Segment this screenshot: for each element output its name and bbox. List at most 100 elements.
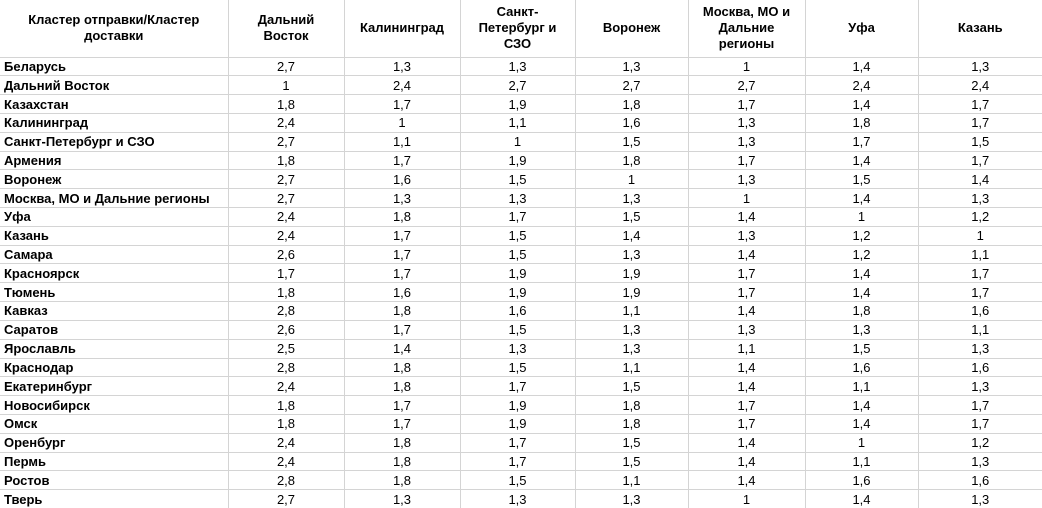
column-header-voronezh: Воронеж xyxy=(574,0,689,58)
value-cell: 2,4 xyxy=(343,75,461,96)
value-cell: 2,4 xyxy=(227,432,345,453)
value-cell: 1,7 xyxy=(459,451,576,472)
value-cell: 1,4 xyxy=(687,376,806,397)
table-row: Воронеж 2,7 1,6 1,5 1 1,3 1,5 1,4 xyxy=(0,169,1042,190)
value-cell: 1,3 xyxy=(687,319,806,340)
value-cell: 1,3 xyxy=(687,169,806,190)
value-cell: 1,6 xyxy=(917,357,1042,378)
value-cell: 1,3 xyxy=(804,319,919,340)
value-cell: 2,7 xyxy=(459,75,576,96)
row-header: Ярославль xyxy=(0,338,229,359)
value-cell: 1 xyxy=(687,56,806,77)
value-cell: 1,4 xyxy=(804,188,919,208)
value-cell: 1,8 xyxy=(804,301,919,321)
value-cell: 1,1 xyxy=(917,319,1042,340)
value-cell: 1,8 xyxy=(574,94,689,114)
row-header: Беларусь xyxy=(0,56,229,77)
value-cell: 1,5 xyxy=(459,244,576,265)
value-cell: 1 xyxy=(227,75,345,96)
value-cell: 1,2 xyxy=(804,225,919,246)
value-cell: 1,3 xyxy=(574,319,689,340)
table-row: Самара 2,6 1,7 1,5 1,3 1,4 1,2 1,1 xyxy=(0,244,1042,265)
row-header: Тюмень xyxy=(0,282,229,303)
value-cell: 1,3 xyxy=(574,244,689,265)
table-row: Казань 2,4 1,7 1,5 1,4 1,3 1,2 1 xyxy=(0,225,1042,246)
value-cell: 1,7 xyxy=(687,263,806,284)
row-header: Новосибирск xyxy=(0,395,229,415)
value-cell: 1,4 xyxy=(687,207,806,227)
column-header-moskva-mo: Москва, МО и Дальние регионы xyxy=(687,0,806,58)
value-cell: 1,1 xyxy=(804,376,919,397)
table-row: Саратов 2,6 1,7 1,5 1,3 1,3 1,3 1,1 xyxy=(0,319,1042,340)
row-header: Пермь xyxy=(0,451,229,472)
value-cell: 1 xyxy=(804,432,919,453)
value-cell: 1,1 xyxy=(574,470,689,491)
column-header-spb-szo: Санкт-Петербург и СЗО xyxy=(459,0,576,58)
value-cell: 2,4 xyxy=(917,75,1042,96)
value-cell: 1,4 xyxy=(687,470,806,491)
value-cell: 1,2 xyxy=(917,207,1042,227)
value-cell: 1,1 xyxy=(917,244,1042,265)
value-cell: 1,4 xyxy=(804,150,919,171)
value-cell: 1,6 xyxy=(804,357,919,378)
value-cell: 1,9 xyxy=(574,263,689,284)
value-cell: 1,9 xyxy=(459,413,576,434)
value-cell: 1,7 xyxy=(343,244,461,265)
value-cell: 1,6 xyxy=(459,301,576,321)
value-cell: 1 xyxy=(917,225,1042,246)
value-cell: 1,8 xyxy=(804,112,919,133)
value-cell: 1,5 xyxy=(574,207,689,227)
value-cell: 1,7 xyxy=(459,376,576,397)
value-cell: 1,4 xyxy=(804,94,919,114)
row-header: Воронеж xyxy=(0,169,229,190)
row-header: Армения xyxy=(0,150,229,171)
value-cell: 1 xyxy=(343,112,461,133)
value-cell: 1,7 xyxy=(343,263,461,284)
table-row: Калининград 2,4 1 1,1 1,6 1,3 1,8 1,7 xyxy=(0,112,1042,133)
value-cell: 1,1 xyxy=(574,301,689,321)
value-cell: 1,7 xyxy=(917,94,1042,114)
value-cell: 2,7 xyxy=(687,75,806,96)
value-cell: 1,5 xyxy=(574,376,689,397)
value-cell: 1,9 xyxy=(459,94,576,114)
value-cell: 1,5 xyxy=(804,338,919,359)
table-row: Омск 1,8 1,7 1,9 1,8 1,7 1,4 1,7 xyxy=(0,413,1042,434)
table-row: Кавказ 2,8 1,8 1,6 1,1 1,4 1,8 1,6 xyxy=(0,301,1042,321)
value-cell: 1,4 xyxy=(804,263,919,284)
table-row: Красноярск 1,7 1,7 1,9 1,9 1,7 1,4 1,7 xyxy=(0,263,1042,284)
value-cell: 1 xyxy=(459,131,576,152)
value-cell: 1,3 xyxy=(917,56,1042,77)
value-cell: 1,3 xyxy=(687,112,806,133)
row-header: Тверь xyxy=(0,489,229,508)
value-cell: 1 xyxy=(687,188,806,208)
value-cell: 1,2 xyxy=(917,432,1042,453)
value-cell: 1,4 xyxy=(804,282,919,303)
value-cell: 1,8 xyxy=(574,150,689,171)
value-cell: 1,8 xyxy=(227,282,345,303)
value-cell: 1,5 xyxy=(459,319,576,340)
table-row: Краснодар 2,8 1,8 1,5 1,1 1,4 1,6 1,6 xyxy=(0,357,1042,378)
value-cell: 1,7 xyxy=(687,413,806,434)
column-header-kazan: Казань xyxy=(917,0,1042,58)
value-cell: 1,8 xyxy=(343,470,461,491)
table-row: Казахстан 1,8 1,7 1,9 1,8 1,7 1,4 1,7 xyxy=(0,94,1042,114)
row-header: Кавказ xyxy=(0,301,229,321)
value-cell: 1,9 xyxy=(459,150,576,171)
value-cell: 1,5 xyxy=(574,451,689,472)
value-cell: 1,5 xyxy=(804,169,919,190)
value-cell: 1,7 xyxy=(917,395,1042,415)
table-row: Уфа 2,4 1,8 1,7 1,5 1,4 1 1,2 xyxy=(0,207,1042,227)
value-cell: 1,7 xyxy=(804,131,919,152)
value-cell: 1,4 xyxy=(574,225,689,246)
value-cell: 2,7 xyxy=(227,56,345,77)
table-header: Кластер отправки/Кластер доставки Дальни… xyxy=(0,0,1042,58)
value-cell: 1,3 xyxy=(687,131,806,152)
value-cell: 2,8 xyxy=(227,357,345,378)
table-row: Санкт-Петербург и СЗО 2,7 1,1 1 1,5 1,3 1,7 1,5 xyxy=(0,131,1042,152)
value-cell: 1,3 xyxy=(687,225,806,246)
value-cell: 1,4 xyxy=(804,489,919,508)
value-cell: 1,5 xyxy=(574,432,689,453)
value-cell: 2,7 xyxy=(227,489,345,508)
value-cell: 2,7 xyxy=(227,188,345,208)
column-header-kaliningrad: Калининград xyxy=(343,0,461,58)
